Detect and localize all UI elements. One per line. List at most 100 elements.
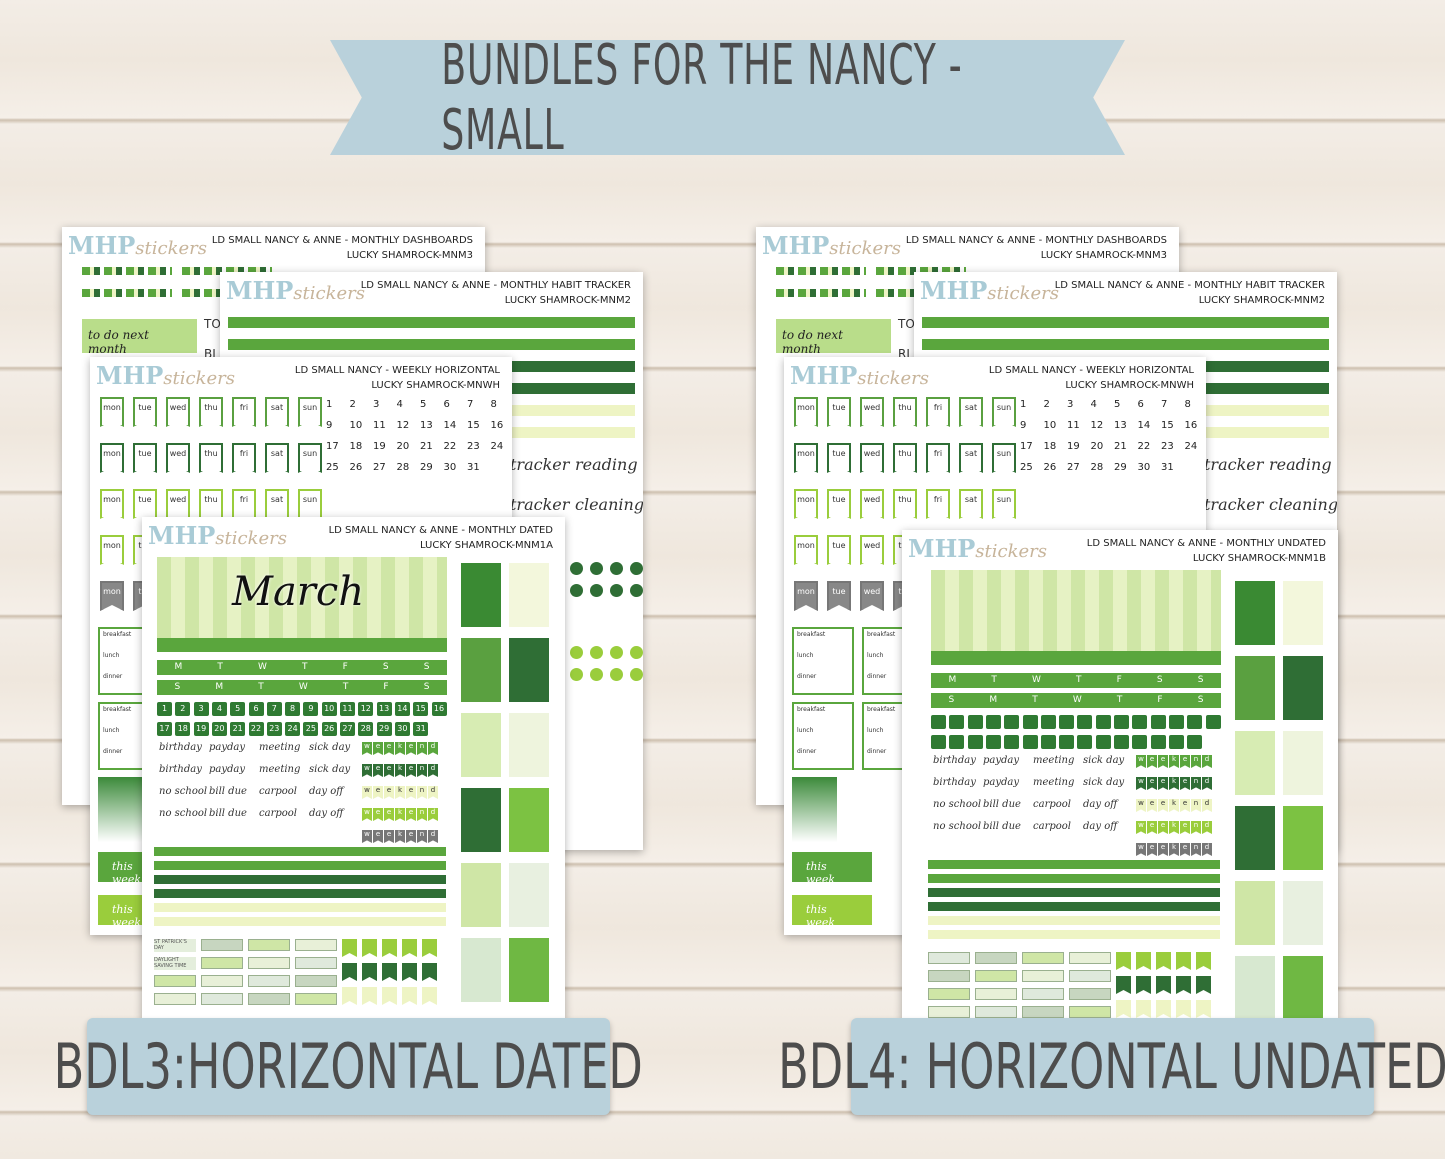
date-square: 12: [358, 702, 374, 716]
logo-brand: MHP: [68, 231, 136, 260]
word-sticker: payday: [983, 777, 1020, 788]
flag-sticker: [1196, 976, 1211, 994]
weekend-letter: k: [1169, 777, 1179, 790]
todo-sticker: to do next month: [82, 319, 197, 356]
weekend-letter: e: [1147, 799, 1157, 812]
weekend-letter: d: [1202, 777, 1212, 790]
weekend-letter: e: [1158, 821, 1168, 834]
date-square: [1114, 715, 1129, 729]
calendar-number: 24: [1184, 441, 1198, 452]
weekend-letter: e: [1180, 821, 1190, 834]
date-square: [1132, 735, 1148, 749]
date-square: 20: [211, 722, 227, 736]
sheet-code: LUCKY SHAMROCK-MNM1A: [419, 540, 553, 551]
date-square: 8: [285, 702, 301, 716]
word-sticker: day off: [1083, 821, 1118, 832]
word-sticker: birthday: [159, 764, 202, 775]
flag-sticker: [1136, 976, 1151, 994]
this-week-sticker: this week: [792, 895, 872, 929]
weekend-letter: e: [373, 742, 383, 755]
sheet-code: LUCKY SHAMROCK-MNWH: [1065, 380, 1194, 391]
weekday-flag: sat: [265, 397, 289, 427]
bundle-label-text: BDL3:HORIZONTAL DATED: [53, 1030, 644, 1103]
date-square: 13: [376, 702, 392, 716]
weekday-flag: wed: [860, 581, 884, 611]
pattern-box-sticker: [460, 787, 502, 853]
bundle-label-text: BDL4: HORIZONTAL UNDATED: [777, 1030, 1445, 1103]
pattern-box-sticker: [1282, 655, 1324, 721]
weekend-letter: e: [373, 786, 383, 799]
word-sticker: birthday: [159, 742, 202, 753]
bundle-label-bdl4: BDL4: HORIZONTAL UNDATED: [778, 1018, 1445, 1115]
weekend-letter: w: [1136, 755, 1146, 768]
label-box-sticker: [975, 1006, 1017, 1018]
weekend-letter: e: [384, 830, 394, 843]
weekend-letter: e: [384, 808, 394, 821]
weekend-letter: w: [362, 786, 372, 799]
weekend-letter: k: [1169, 821, 1179, 834]
calendar-number: 5: [420, 399, 427, 410]
pattern-box-sticker: [1282, 955, 1324, 1020]
word-sticker: bill due: [983, 799, 1021, 810]
pattern-box-sticker: [508, 937, 550, 1003]
word-sticker: payday: [983, 755, 1020, 766]
flag-sticker: [1176, 1000, 1191, 1018]
meal-label: breakfast: [103, 706, 132, 713]
weekend-letter: k: [395, 830, 405, 843]
weekend-letter: e: [384, 764, 394, 777]
dot-sticker: [570, 584, 583, 597]
flag-sticker: [1156, 952, 1171, 970]
pattern-box-sticker: [508, 712, 550, 778]
weekday-flag: thu: [199, 397, 223, 427]
date-square: 17: [157, 722, 172, 736]
word-sticker: no school: [933, 821, 982, 832]
weekday-flag: fri: [926, 397, 950, 427]
weekday-letter: S: [948, 695, 955, 705]
word-sticker: payday: [209, 742, 246, 753]
weekend-letter: e: [384, 742, 394, 755]
logo-brand: MHP: [96, 361, 164, 390]
stripe-sticker: [928, 888, 1220, 897]
stripe-sticker: [928, 860, 1220, 869]
pattern-box-sticker: [1234, 955, 1276, 1020]
weekend-letter: n: [1191, 755, 1201, 768]
flag-sticker: [1196, 952, 1211, 970]
weekend-letter: d: [428, 808, 438, 821]
weekend-letter: e: [1147, 843, 1157, 856]
calendar-number: 13: [420, 420, 433, 431]
date-square: 22: [248, 722, 264, 736]
flag-sticker: [342, 939, 357, 957]
dot-sticker: [610, 584, 623, 597]
sheet-code: LUCKY SHAMROCK-MNM2: [504, 295, 631, 306]
word-sticker: payday: [209, 764, 246, 775]
stripe-sticker: [928, 902, 1220, 911]
stripe-sticker: [928, 874, 1220, 883]
calendar-number: 16: [490, 420, 504, 431]
weekend-letter: e: [1180, 777, 1190, 790]
calendar-number: 4: [1090, 399, 1097, 410]
date-square: 19: [193, 722, 209, 736]
date-square: 6: [248, 702, 264, 716]
date-square: 31: [413, 722, 429, 736]
weekend-letter: e: [406, 808, 416, 821]
sheet-header: LD SMALL NANCY & ANNE - MONTHLY DASHBOAR…: [906, 233, 1167, 263]
dot-sticker: [570, 562, 583, 575]
logo-script: stickers: [857, 368, 930, 389]
flag-sticker: [402, 987, 417, 1005]
label-box-sticker: [154, 975, 196, 987]
label-box-sticker: [1069, 988, 1111, 1000]
weekday-letter: S: [423, 682, 430, 692]
title-banner: BUNDLES FOR THE NANCY - SMALL: [330, 40, 1125, 155]
date-square: 5: [230, 702, 246, 716]
calendar-number: 11: [1067, 420, 1080, 431]
pattern-box-sticker: [460, 712, 502, 778]
weekday-letter: W: [258, 662, 267, 672]
logo-brand: MHP: [762, 231, 830, 260]
calendar-number: 20: [1090, 441, 1104, 452]
weekend-letter: e: [373, 830, 383, 843]
word-sticker: day off: [309, 786, 344, 797]
calendar-number: 15: [467, 420, 480, 431]
word-sticker: bill due: [209, 786, 247, 797]
